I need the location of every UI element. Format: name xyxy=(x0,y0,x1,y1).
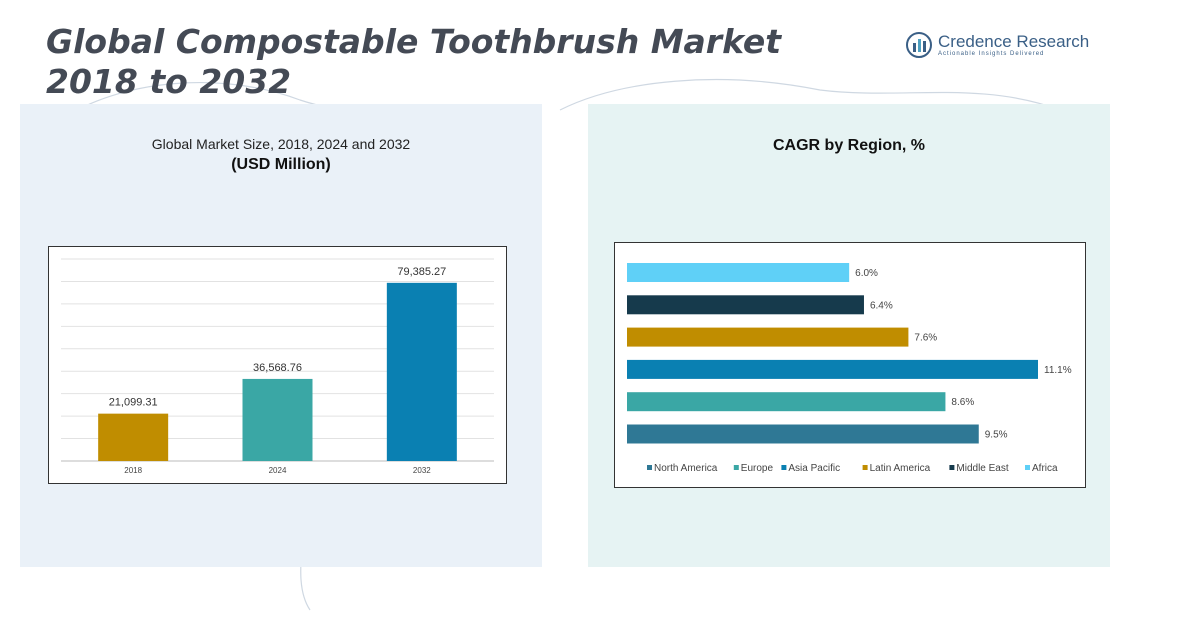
title-line-2: 2018 to 2032 xyxy=(46,62,292,101)
legend-label: Latin America xyxy=(870,463,931,474)
legend-swatch xyxy=(862,465,868,470)
bar-value-label: 6.4% xyxy=(870,300,893,311)
bar-2032 xyxy=(386,282,457,461)
bar-latin-america xyxy=(627,327,909,347)
market-size-unit: (USD Million) xyxy=(231,156,331,173)
logo-bars-icon xyxy=(906,32,932,58)
bar-value-label: 36,568.76 xyxy=(253,362,302,374)
cagr-horizontal-bar-chart: 6.0% 6.4% 7.6% 11.1% 8.6% 9.5% North America Eu… xyxy=(627,263,1072,474)
credence-research-logo[interactable]: Credence Research Actionable Insights De… xyxy=(906,32,1089,58)
bar-africa xyxy=(627,263,850,282)
logo-name: Credence Research xyxy=(938,32,1090,51)
bar-value-label: 21,099.31 xyxy=(109,397,158,409)
cagr-chart: 6.0% 6.4% 7.6% 11.1% 8.6% 9.5% North America Eu… xyxy=(614,242,1086,488)
legend-swatch xyxy=(733,465,739,470)
legend-label: Europe xyxy=(741,463,774,474)
bar-value-label: 11.1% xyxy=(1044,365,1072,376)
legend-swatch xyxy=(1025,465,1030,470)
legend-label: Africa xyxy=(1032,463,1058,474)
bar-2018 xyxy=(98,413,169,461)
cagr-title: CAGR by Region, % xyxy=(772,137,925,154)
logo-tagline: Actionable Insights Delivered xyxy=(938,51,1045,57)
bar-value-label: 79,385.27 xyxy=(397,266,446,278)
bar-europe xyxy=(627,392,946,412)
bar-middle-east xyxy=(627,295,864,315)
legend-label: North America xyxy=(654,463,718,474)
legend-swatch xyxy=(781,465,787,470)
market-size-subtitle: Global Market Size, 2018, 2024 and 2032 xyxy=(151,136,411,152)
legend-label: Middle East xyxy=(956,463,1008,474)
title-line-1: Global Compostable Toothbrush Market xyxy=(46,22,782,61)
market-size-bar-chart: 21,099.31 2018 36,568.76 2024 79,385.27 2032 xyxy=(61,258,494,475)
legend-label: Asia Pacific xyxy=(788,463,840,474)
market-size-chart: 21,099.31 2018 36,568.76 2024 79,385.27 2032 xyxy=(48,246,507,484)
x-tick-label: 2018 xyxy=(124,466,142,475)
bar-value-label: 8.6% xyxy=(951,397,974,408)
bar-value-label: 7.6% xyxy=(914,333,937,344)
bar-value-label: 9.5% xyxy=(985,430,1008,441)
x-tick-label: 2024 xyxy=(269,466,287,475)
legend-swatch xyxy=(949,465,955,470)
legend-swatch xyxy=(647,465,652,470)
bar-2024 xyxy=(242,378,313,461)
bar-value-label: 6.0% xyxy=(855,268,878,279)
page-title: Global Compostable Toothbrush Market 201… xyxy=(46,22,781,102)
bar-north-america xyxy=(627,424,979,444)
x-tick-label: 2032 xyxy=(413,466,431,475)
bar-asia-pacific xyxy=(627,359,1038,379)
